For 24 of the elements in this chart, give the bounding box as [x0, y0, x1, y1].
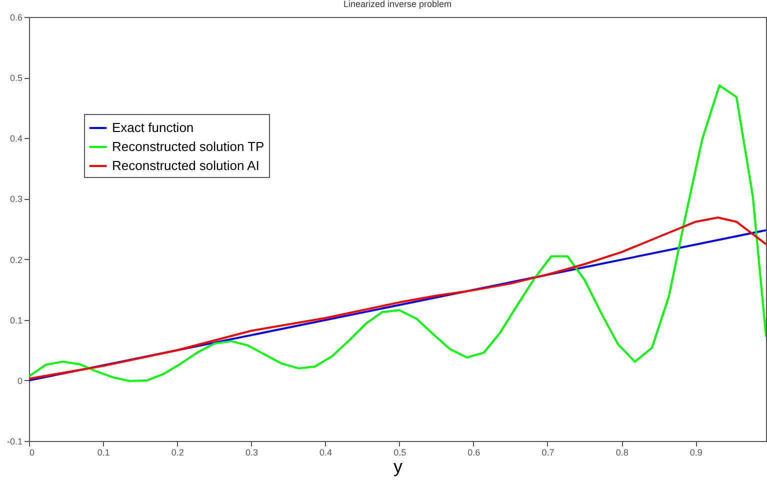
y-tick-label: 0.3 — [10, 194, 22, 204]
x-tick-label: 0.6 — [468, 448, 480, 458]
x-tick-label: 0.5 — [394, 448, 406, 458]
y-tick-label: 0 — [17, 376, 22, 386]
y-tick-label: 0.5 — [10, 73, 22, 84]
x-tick-label: 0.1 — [97, 448, 110, 458]
legend-label: Exact function — [112, 120, 194, 135]
x-tick-label: 0.4 — [320, 448, 332, 458]
x-tick-label: 0.9 — [690, 448, 702, 458]
y-tick-label: 0.2 — [10, 254, 22, 265]
x-tick-label: 0.2 — [171, 448, 184, 458]
x-axis-title: y — [394, 456, 402, 476]
chart-title: Linearized inverse problem — [343, 0, 452, 9]
x-tick-label: 0 — [30, 448, 35, 458]
y-tick-label: 0.1 — [10, 315, 22, 326]
line-series — [29, 84, 766, 382]
legend-label: Reconstructed solution AI — [112, 158, 260, 173]
y-tick-label: 0.6 — [10, 12, 22, 22]
x-tick-label: 0.8 — [616, 448, 628, 458]
x-tick-label: 0.7 — [542, 448, 554, 458]
y-tick-label: 0.4 — [10, 134, 22, 144]
x-tick-label: 0.3 — [245, 448, 258, 458]
y-tick-label: -0.1 — [6, 436, 22, 446]
legend-label: Reconstructed solution TP — [112, 139, 264, 154]
